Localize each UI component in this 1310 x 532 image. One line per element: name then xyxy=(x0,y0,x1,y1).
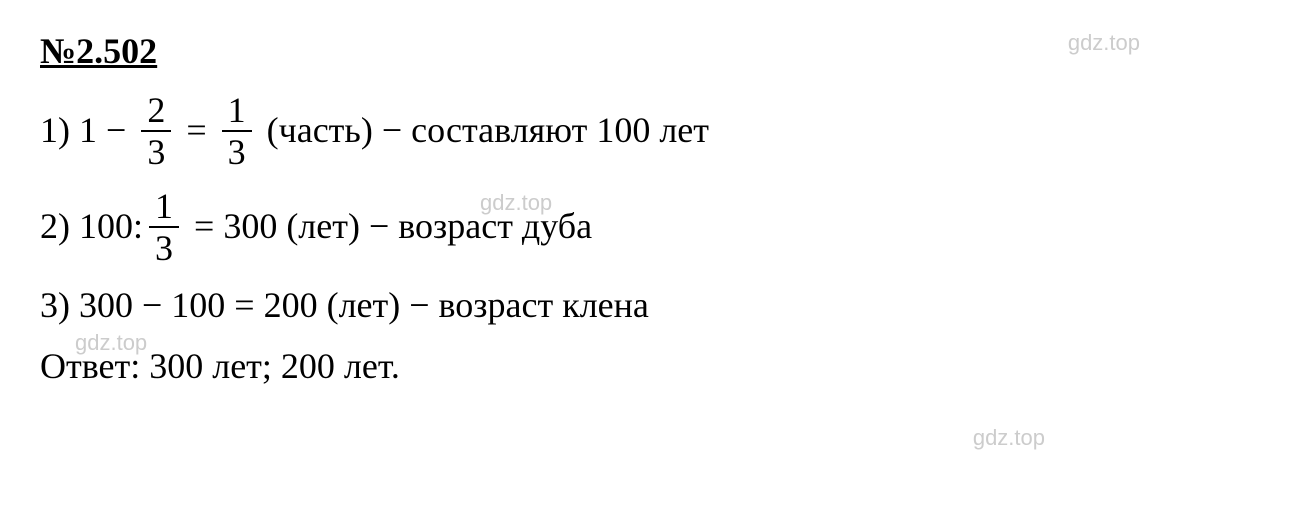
step-1-frac1: 2 3 xyxy=(141,92,171,170)
watermark-2: gdz.top xyxy=(480,190,552,216)
step-1-one: 1 xyxy=(79,109,97,152)
step-1-description: (часть) − составляют 100 лет xyxy=(258,109,709,152)
step-2-num: 2) xyxy=(40,205,79,248)
step-2-frac-den: 3 xyxy=(149,228,179,266)
answer-line: Ответ: 300 лет; 200 лет. xyxy=(40,345,1270,387)
step-1-frac2-num: 1 xyxy=(222,92,252,132)
step-2-frac-num: 1 xyxy=(149,188,179,228)
step-3-line: 3) 300 − 100 = 200 (лет) − возраст клена xyxy=(40,284,1270,327)
step-1-num: 1) xyxy=(40,109,79,152)
step-1-frac2: 1 3 xyxy=(222,92,252,170)
step-1-frac1-num: 2 xyxy=(141,92,171,132)
step-2-hundred: 100: xyxy=(79,205,143,248)
step-1-equals: = xyxy=(177,109,215,152)
step-1-minus: − xyxy=(97,109,135,152)
step-1-frac1-den: 3 xyxy=(141,132,171,170)
step-1-frac2-den: 3 xyxy=(222,132,252,170)
step-2-frac: 1 3 xyxy=(149,188,179,266)
watermark-1: gdz.top xyxy=(1068,30,1140,56)
step-3-text: 3) 300 − 100 = 200 (лет) − возраст клена xyxy=(40,284,649,327)
step-2-line: 2) 100: 1 3 = 300 (лет) − возраст дуба xyxy=(40,188,1270,266)
watermark-4: gdz.top xyxy=(973,425,1045,451)
step-1-line: 1) 1 − 2 3 = 1 3 (часть) − составляют 10… xyxy=(40,92,1270,170)
watermark-3: gdz.top xyxy=(75,330,147,356)
